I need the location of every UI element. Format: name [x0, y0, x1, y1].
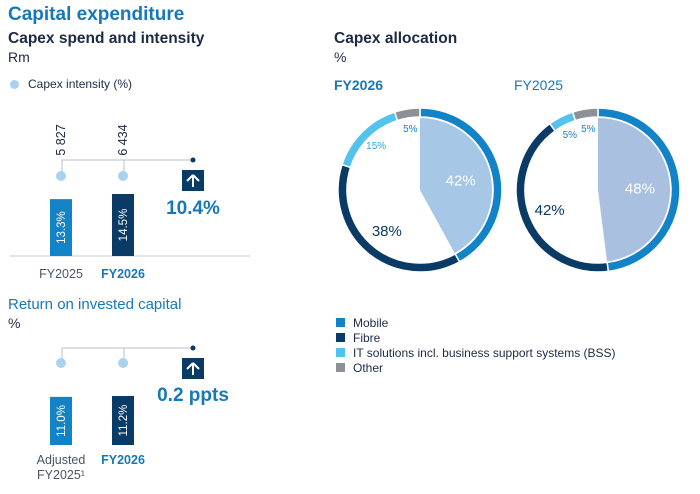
roic-category-label-0a: Adjusted [37, 453, 86, 467]
pie-ring-slice-other [571, 107, 599, 122]
roic-value-label-1: 11.2% [118, 405, 130, 437]
roic-dot-0 [56, 358, 66, 368]
pie-inner-wedge-mobile [598, 118, 670, 262]
legend-label-other: Other [353, 360, 384, 375]
legend-item-fibre: Fibre [336, 330, 616, 345]
capex-category-label-fy2025: FY2025 [39, 267, 83, 281]
page-title: Capital expenditure [8, 4, 185, 25]
roic-up-arrow-glyph-icon [186, 362, 200, 375]
roic-panel-title: Return on invested capital [8, 296, 182, 313]
capex-change-label: 10.4% [166, 198, 220, 219]
roic-change-label: 0.2 ppts [157, 385, 229, 406]
capex-bar-fy2026 [112, 194, 134, 256]
pie-label-mobile: 42% [446, 173, 476, 190]
legend-item-it-solutions: IT solutions incl. business support syst… [336, 345, 616, 360]
capex-value-label-fy2026: 6 434 [116, 124, 130, 155]
pie-label-fibre: 38% [372, 223, 402, 240]
roic-panel-unit: % [8, 315, 21, 331]
capex-bar-fy2025 [50, 199, 72, 256]
capex-bar-chart: 13.3% 5 827 FY2025 14.5% 6 434 FY2026 10.4% [10, 124, 250, 281]
capex-value-label-fy2025: 5 827 [54, 124, 68, 155]
pie-fy2026-title: FY2026 [334, 77, 384, 93]
roic-category-label-1: FY2026 [101, 453, 145, 467]
capex-intensity-legend-label: Capex intensity (%) [28, 77, 133, 91]
pie-label-it: 5% [563, 130, 578, 141]
allocation-legend: Mobile Fibre IT solutions incl. business… [336, 315, 616, 375]
pie-fy2025-title: FY2025 [514, 77, 564, 93]
capex-category-label-fy2026: FY2026 [101, 267, 145, 281]
pie-label-fibre: 42% [535, 202, 565, 219]
fibre-swatch-icon [336, 333, 345, 342]
roic-category-label-0b: FY2025¹ [37, 468, 85, 482]
capex-panel-title: Capex spend and intensity [8, 30, 205, 47]
capex-up-arrow-glyph-icon [186, 174, 200, 187]
pie-chart-fy2025: 48% 42% 5%5% [515, 107, 681, 273]
pie-ring-slice-other [393, 107, 421, 122]
pie-inner-wedge-mobile [420, 118, 493, 254]
pie-label-mobile: 48% [625, 180, 655, 197]
legend-label-it-solutions: IT solutions incl. business support syst… [353, 345, 616, 360]
roic-dot-1 [118, 358, 128, 368]
pie-chart-fy2026: 42% 38% 15% 5% [337, 107, 503, 273]
pie-label-other: 5% [403, 124, 418, 135]
capex-intensity-legend: Capex intensity (%) [10, 77, 132, 91]
capex-intensity-label-fy2026: 14.5% [118, 209, 130, 242]
capex-intensity-dot-icon [10, 79, 19, 89]
pie-label-other: 5% [581, 124, 596, 135]
capex-intensity-dot-fy2025 [56, 171, 66, 181]
capex-connector-line [61, 159, 193, 173]
legend-label-fibre: Fibre [353, 330, 381, 345]
capex-connector-end-dot [190, 157, 196, 163]
capex-intensity-dot-fy2026 [118, 171, 128, 181]
legend-item-other: Other [336, 360, 616, 375]
other-swatch-icon [336, 363, 345, 372]
pie-label-it: 15% [366, 141, 386, 152]
allocation-panel-unit: % [334, 49, 347, 65]
allocation-panel-title: Capex allocation [334, 30, 458, 47]
legend-label-mobile: Mobile [353, 315, 389, 330]
roic-bar-0 [50, 396, 72, 445]
roic-bar-1 [112, 396, 134, 445]
legend-item-mobile: Mobile [336, 315, 616, 330]
roic-value-label-0: 11.0% [56, 405, 68, 437]
roic-connector-line [61, 347, 193, 360]
capex-intensity-label-fy2025: 13.3% [56, 211, 68, 244]
roic-connector-end-dot [190, 345, 196, 351]
capex-panel-unit: Rm [8, 49, 30, 65]
mobile-swatch-icon [336, 318, 345, 327]
it-solutions-swatch-icon [336, 348, 345, 357]
